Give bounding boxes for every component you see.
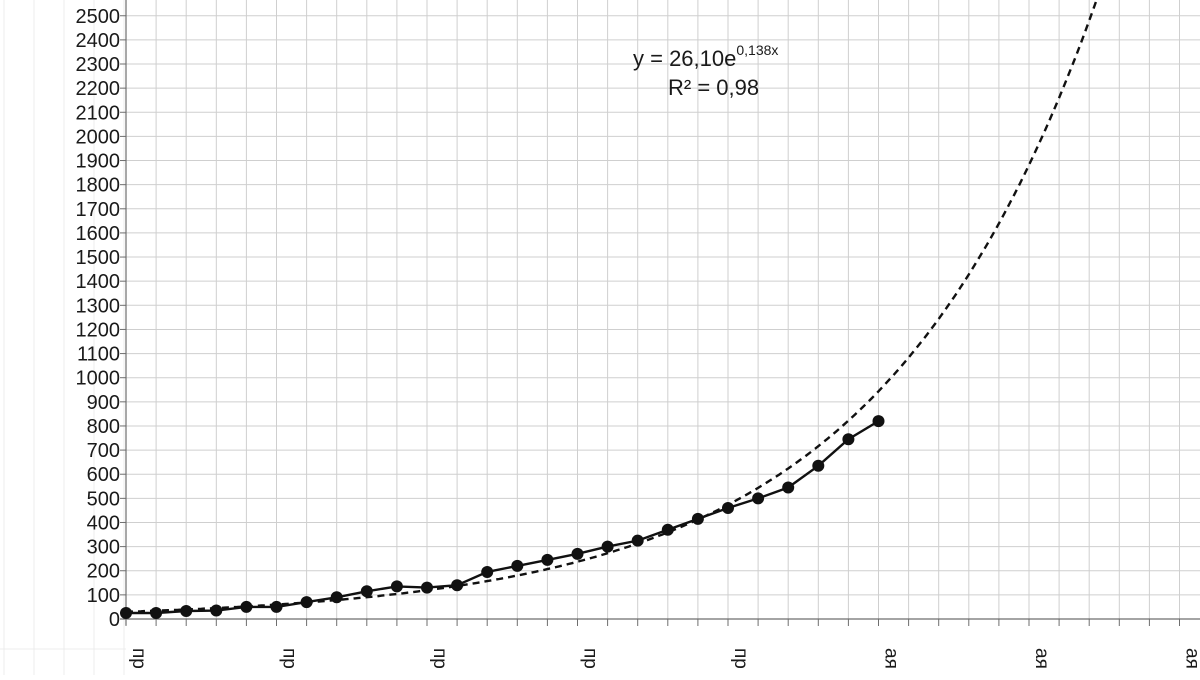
- x-tick-label: ая: [1182, 648, 1200, 669]
- data-point: [782, 481, 794, 493]
- data-point: [572, 548, 584, 560]
- y-tick-label: 1900: [76, 151, 121, 173]
- y-tick-label: 1500: [76, 247, 121, 269]
- data-point: [842, 433, 854, 445]
- y-tick-label: 800: [87, 416, 120, 438]
- data-point: [150, 607, 162, 619]
- data-point: [120, 607, 132, 619]
- series-points: [120, 415, 885, 619]
- data-point: [271, 601, 283, 613]
- x-tick-label: пр: [730, 648, 751, 669]
- x-tick-label: пр: [580, 648, 601, 669]
- y-tick-label: 1800: [76, 175, 121, 197]
- y-tick-label: 1700: [76, 199, 121, 221]
- x-tick-label: пр: [429, 648, 450, 669]
- data-point: [301, 596, 313, 608]
- y-tick-label: 1200: [76, 319, 121, 341]
- data-point: [451, 579, 463, 591]
- y-tick-label: 600: [87, 464, 120, 486]
- x-tick-label: ая: [1031, 648, 1052, 669]
- y-tick-label: 1300: [76, 295, 121, 317]
- y-tick-label: 0: [109, 609, 120, 631]
- data-point: [541, 554, 553, 566]
- y-tick-label: 300: [87, 537, 120, 559]
- y-tick-label: 500: [87, 488, 120, 510]
- y-tick-label: 1100: [77, 344, 120, 366]
- data-point: [873, 415, 885, 427]
- data-point: [240, 601, 252, 613]
- x-tick-label: пр: [279, 648, 300, 669]
- y-tick-label: 400: [87, 512, 120, 534]
- data-point: [511, 560, 523, 572]
- y-tick-label: 1600: [76, 223, 121, 245]
- data-point: [752, 492, 764, 504]
- data-point: [632, 535, 644, 547]
- data-point: [602, 541, 614, 553]
- y-tick-label: 1000: [76, 368, 121, 390]
- data-point: [361, 585, 373, 597]
- x-tick-label: ая: [881, 648, 902, 669]
- y-tick-label: 200: [87, 561, 120, 583]
- x-axis-ticks: пр пр пр пр пр ая ая ая: [128, 648, 1200, 669]
- data-point: [722, 502, 734, 514]
- data-point: [391, 580, 403, 592]
- equation-text: y = 26,10e0,138x: [633, 42, 778, 71]
- data-point: [662, 524, 674, 536]
- data-point: [331, 591, 343, 603]
- y-tick-label: 1400: [76, 271, 121, 293]
- data-point: [812, 460, 824, 472]
- y-tick-label: 900: [87, 392, 120, 414]
- r-squared-label: R² = 0,98: [668, 75, 759, 100]
- data-point: [692, 513, 704, 525]
- y-tick-label: 700: [87, 440, 120, 462]
- trendline-equation: y = 26,10e0,138x R² = 0,98: [633, 42, 778, 100]
- trendline: [126, 0, 1104, 612]
- y-tick-label: 2100: [76, 102, 121, 124]
- data-point: [421, 582, 433, 594]
- y-tick-label: 2500: [76, 6, 121, 28]
- data-point: [481, 566, 493, 578]
- y-tick-label: 2200: [76, 78, 121, 100]
- y-tick-label: 2400: [76, 30, 121, 52]
- y-tick-label: 100: [87, 585, 120, 607]
- y-tick-label: 2300: [76, 54, 121, 76]
- y-tick-label: 2000: [76, 126, 121, 148]
- data-point: [210, 605, 222, 617]
- data-point: [180, 605, 192, 617]
- x-tick-label: пр: [128, 648, 149, 669]
